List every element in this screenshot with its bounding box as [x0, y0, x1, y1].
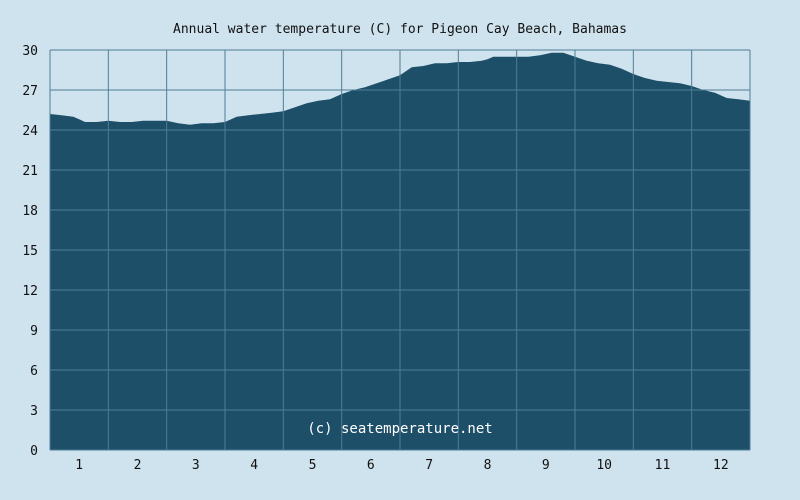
y-axis-ticks: 0 3 6 9 12 15 18 21 24 27 30: [22, 44, 38, 459]
x-tick-label: 4: [250, 458, 258, 473]
x-tick-label: 10: [596, 458, 612, 473]
y-tick-label: 0: [30, 444, 38, 459]
x-tick-label: 5: [309, 458, 317, 473]
x-tick-label: 2: [134, 458, 142, 473]
x-tick-label: 1: [75, 458, 83, 473]
y-tick-label: 9: [30, 324, 38, 339]
y-tick-label: 6: [30, 364, 38, 379]
y-tick-label: 27: [22, 84, 38, 99]
y-tick-label: 3: [30, 404, 38, 419]
y-tick-label: 15: [22, 244, 38, 259]
y-tick-label: 30: [22, 44, 38, 59]
watermark: (c) seatemperature.net: [307, 421, 492, 437]
x-tick-label: 3: [192, 458, 200, 473]
x-tick-label: 8: [484, 458, 492, 473]
x-tick-label: 9: [542, 458, 550, 473]
y-tick-label: 21: [22, 164, 38, 179]
y-tick-label: 18: [22, 204, 38, 219]
x-tick-label: 12: [713, 458, 729, 473]
chart-title: Annual water temperature (C) for Pigeon …: [173, 22, 627, 37]
x-tick-label: 11: [655, 458, 671, 473]
x-tick-label: 6: [367, 458, 375, 473]
y-tick-label: 12: [22, 284, 38, 299]
y-tick-label: 24: [22, 124, 38, 139]
x-tick-label: 7: [425, 458, 433, 473]
grid-layer: [49, 49, 751, 451]
x-axis-ticks: 1 2 3 4 5 6 7 8 9 10 11 12: [75, 458, 728, 473]
